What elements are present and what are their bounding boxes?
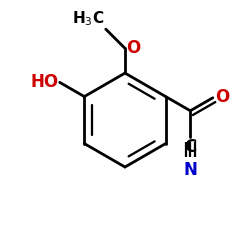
Text: O: O [215,88,230,106]
Text: HO: HO [30,73,58,91]
Text: N: N [183,162,197,180]
Text: O: O [126,39,140,57]
Text: C: C [184,138,196,156]
Text: H$_3$C: H$_3$C [72,9,104,28]
